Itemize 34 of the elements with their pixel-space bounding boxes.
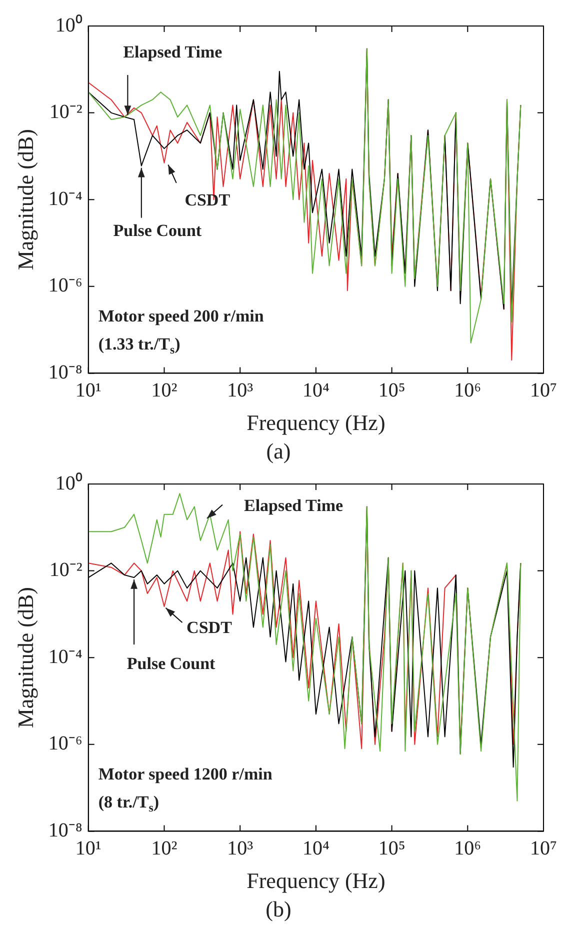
x-tick-label: 10⁴ [302, 379, 330, 402]
x-tick-label: 10⁶ [454, 379, 482, 402]
y-tick-label: 10⁻⁶ [48, 732, 82, 755]
annotation: CSDT [186, 618, 233, 637]
x-tick-label: 10³ [227, 837, 254, 860]
y-tick-label: 10⁻⁶ [48, 274, 82, 297]
y-tick-label: 10⁻⁴ [48, 646, 82, 668]
x-tick-label: 10⁶ [454, 837, 482, 860]
annotation: Elapsed Time [123, 42, 223, 62]
y-tick-label: 10⁻² [49, 559, 82, 582]
annotation: Pulse Count [126, 654, 216, 673]
annotation: Pulse Count [113, 221, 202, 240]
x-tick-label: 10² [151, 837, 178, 860]
x-axis-title: Frequency (Hz) [246, 868, 386, 894]
x-tick-label: 10³ [227, 379, 254, 402]
y-axis-title: Magnitude (dB) [12, 587, 38, 728]
annotation: Motor speed 1200 r/min [98, 764, 273, 784]
text: (a) [266, 438, 291, 464]
x-tick-label: 10⁵ [378, 837, 406, 860]
y-tick-label: 10⁰ [55, 13, 82, 36]
x-tick-label: 10⁴ [302, 837, 330, 860]
x-tick-label: 10⁷ [530, 379, 558, 402]
annotation: Elapsed Time [244, 496, 344, 516]
annotation: CSDT [184, 190, 231, 210]
text: (b) [266, 896, 292, 922]
y-tick-label: 10⁻⁴ [48, 188, 82, 210]
x-tick-label: 10⁵ [378, 379, 406, 402]
y-tick-label: 10⁻² [49, 101, 82, 124]
x-axis-title: Frequency (Hz) [246, 410, 386, 436]
y-axis-title: Magnitude (dB) [12, 129, 38, 270]
annotation: Motor speed 200 r/min [98, 306, 264, 326]
x-tick-label: 10² [151, 379, 178, 402]
x-tick-label: 10⁷ [530, 837, 558, 860]
y-tick-label: 10⁰ [55, 471, 82, 494]
